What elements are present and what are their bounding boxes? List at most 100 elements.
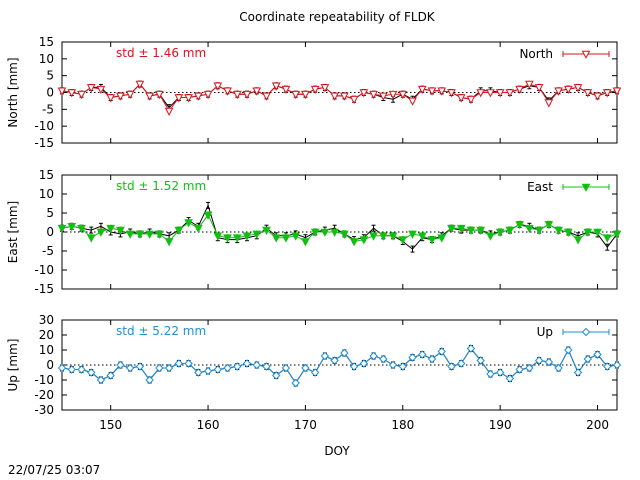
up-data-point [174,359,184,368]
up-data-point [603,362,612,371]
north-data-point [573,84,583,93]
north-data-point [340,92,349,101]
east-black-series-line [61,204,618,250]
up-data-point [291,378,300,388]
north-data-point [349,95,359,105]
north-data-point [310,85,320,95]
up-data-point [272,371,281,380]
up-data-point [544,357,554,367]
up-data-point [67,365,76,374]
north-data-point [456,94,466,103]
east-std-label: std ± 1.52 mm [116,179,206,193]
north-y-axis-label: North [mm] [6,57,20,127]
up-data-point [476,356,485,365]
up-data-point [125,363,135,373]
east-data-point [252,230,262,239]
north-data-point [369,90,378,100]
north-data-point [164,107,174,116]
up-data-point [116,360,125,370]
up-data-point [233,362,242,371]
east-data-point [505,226,515,236]
up-data-point [515,365,524,374]
up-ytick-label: 20 [39,328,54,342]
north-data-point [291,90,301,100]
north-data-point [271,82,281,91]
up-data-point [330,356,339,365]
north-data-point [515,85,524,95]
east-data-point [388,232,398,241]
chart-title: Coordinate repeatability of FLDK [239,10,436,24]
up-std-label: std ± 5.22 mm [116,324,206,338]
north-data-point [116,92,125,101]
east-data-point [301,238,310,247]
up-data-point [457,359,466,368]
up-black-series-line [61,347,618,384]
timestamp: 22/07/25 03:07 [8,463,100,477]
east-data-point [96,228,106,237]
up-data-point [408,353,417,362]
up-data-point [486,369,495,379]
up-data-point [242,359,252,368]
up-data-point [583,354,592,364]
east-data-point [437,234,447,243]
up-data-point [379,354,388,364]
up-data-point [223,363,232,373]
up-data-point [554,363,563,373]
up-data-point [145,375,154,385]
north-data-point [184,94,193,103]
up-data-point [252,360,261,370]
east-data-point [612,230,622,239]
north-data-point [398,90,408,100]
east-data-point [223,234,232,243]
east-data-point [466,226,476,236]
east-series-line [61,213,618,243]
north-data-point [96,85,106,95]
east-data-point [291,232,301,241]
east-data-point [417,232,427,241]
north-data-point [495,89,505,98]
up-ytick-label: -30 [34,403,54,417]
up-ytick-label: -10 [34,373,54,387]
north-ytick-label: 5 [46,69,54,83]
north-ytick-label: 15 [39,35,54,49]
north-data-point [203,90,213,100]
east-data-point [116,226,125,236]
north-data-point [505,89,515,98]
east-data-point [427,236,437,245]
north-data-point [330,92,339,101]
north-data-point [437,87,447,96]
east-legend-marker [581,183,591,192]
east-data-point [232,234,242,243]
east-data-point [125,230,135,239]
north-ytick-label: -5 [42,102,54,116]
up-data-point [418,350,427,359]
up-data-point [612,360,622,370]
east-data-point [369,232,378,241]
north-data-point [77,90,86,100]
north-data-point [320,84,330,93]
up-ytick-label: 0 [46,358,54,372]
up-data-point [573,368,583,377]
north-data-point [252,87,262,96]
east-data-point [495,228,505,237]
east-ytick-label: 0 [46,225,54,239]
east-data-point [174,226,184,236]
north-data-point [612,87,622,96]
x-tick-label: 190 [489,418,512,432]
north-data-point [408,97,417,106]
up-data-point [155,363,164,373]
north-data-point [544,99,554,108]
up-data-point [349,362,359,371]
up-legend-label: Up [537,325,553,339]
east-data-point [525,224,534,234]
north-data-point [359,89,369,98]
up-data-point [106,371,115,380]
north-data-point [388,90,398,100]
east-data-point [135,230,145,239]
up-ytick-label: 10 [39,343,54,357]
east-data-point [310,228,320,237]
north-data-point [232,90,242,100]
up-series-line [61,347,618,384]
north-legend-marker [581,50,591,59]
east-data-point [145,230,154,239]
